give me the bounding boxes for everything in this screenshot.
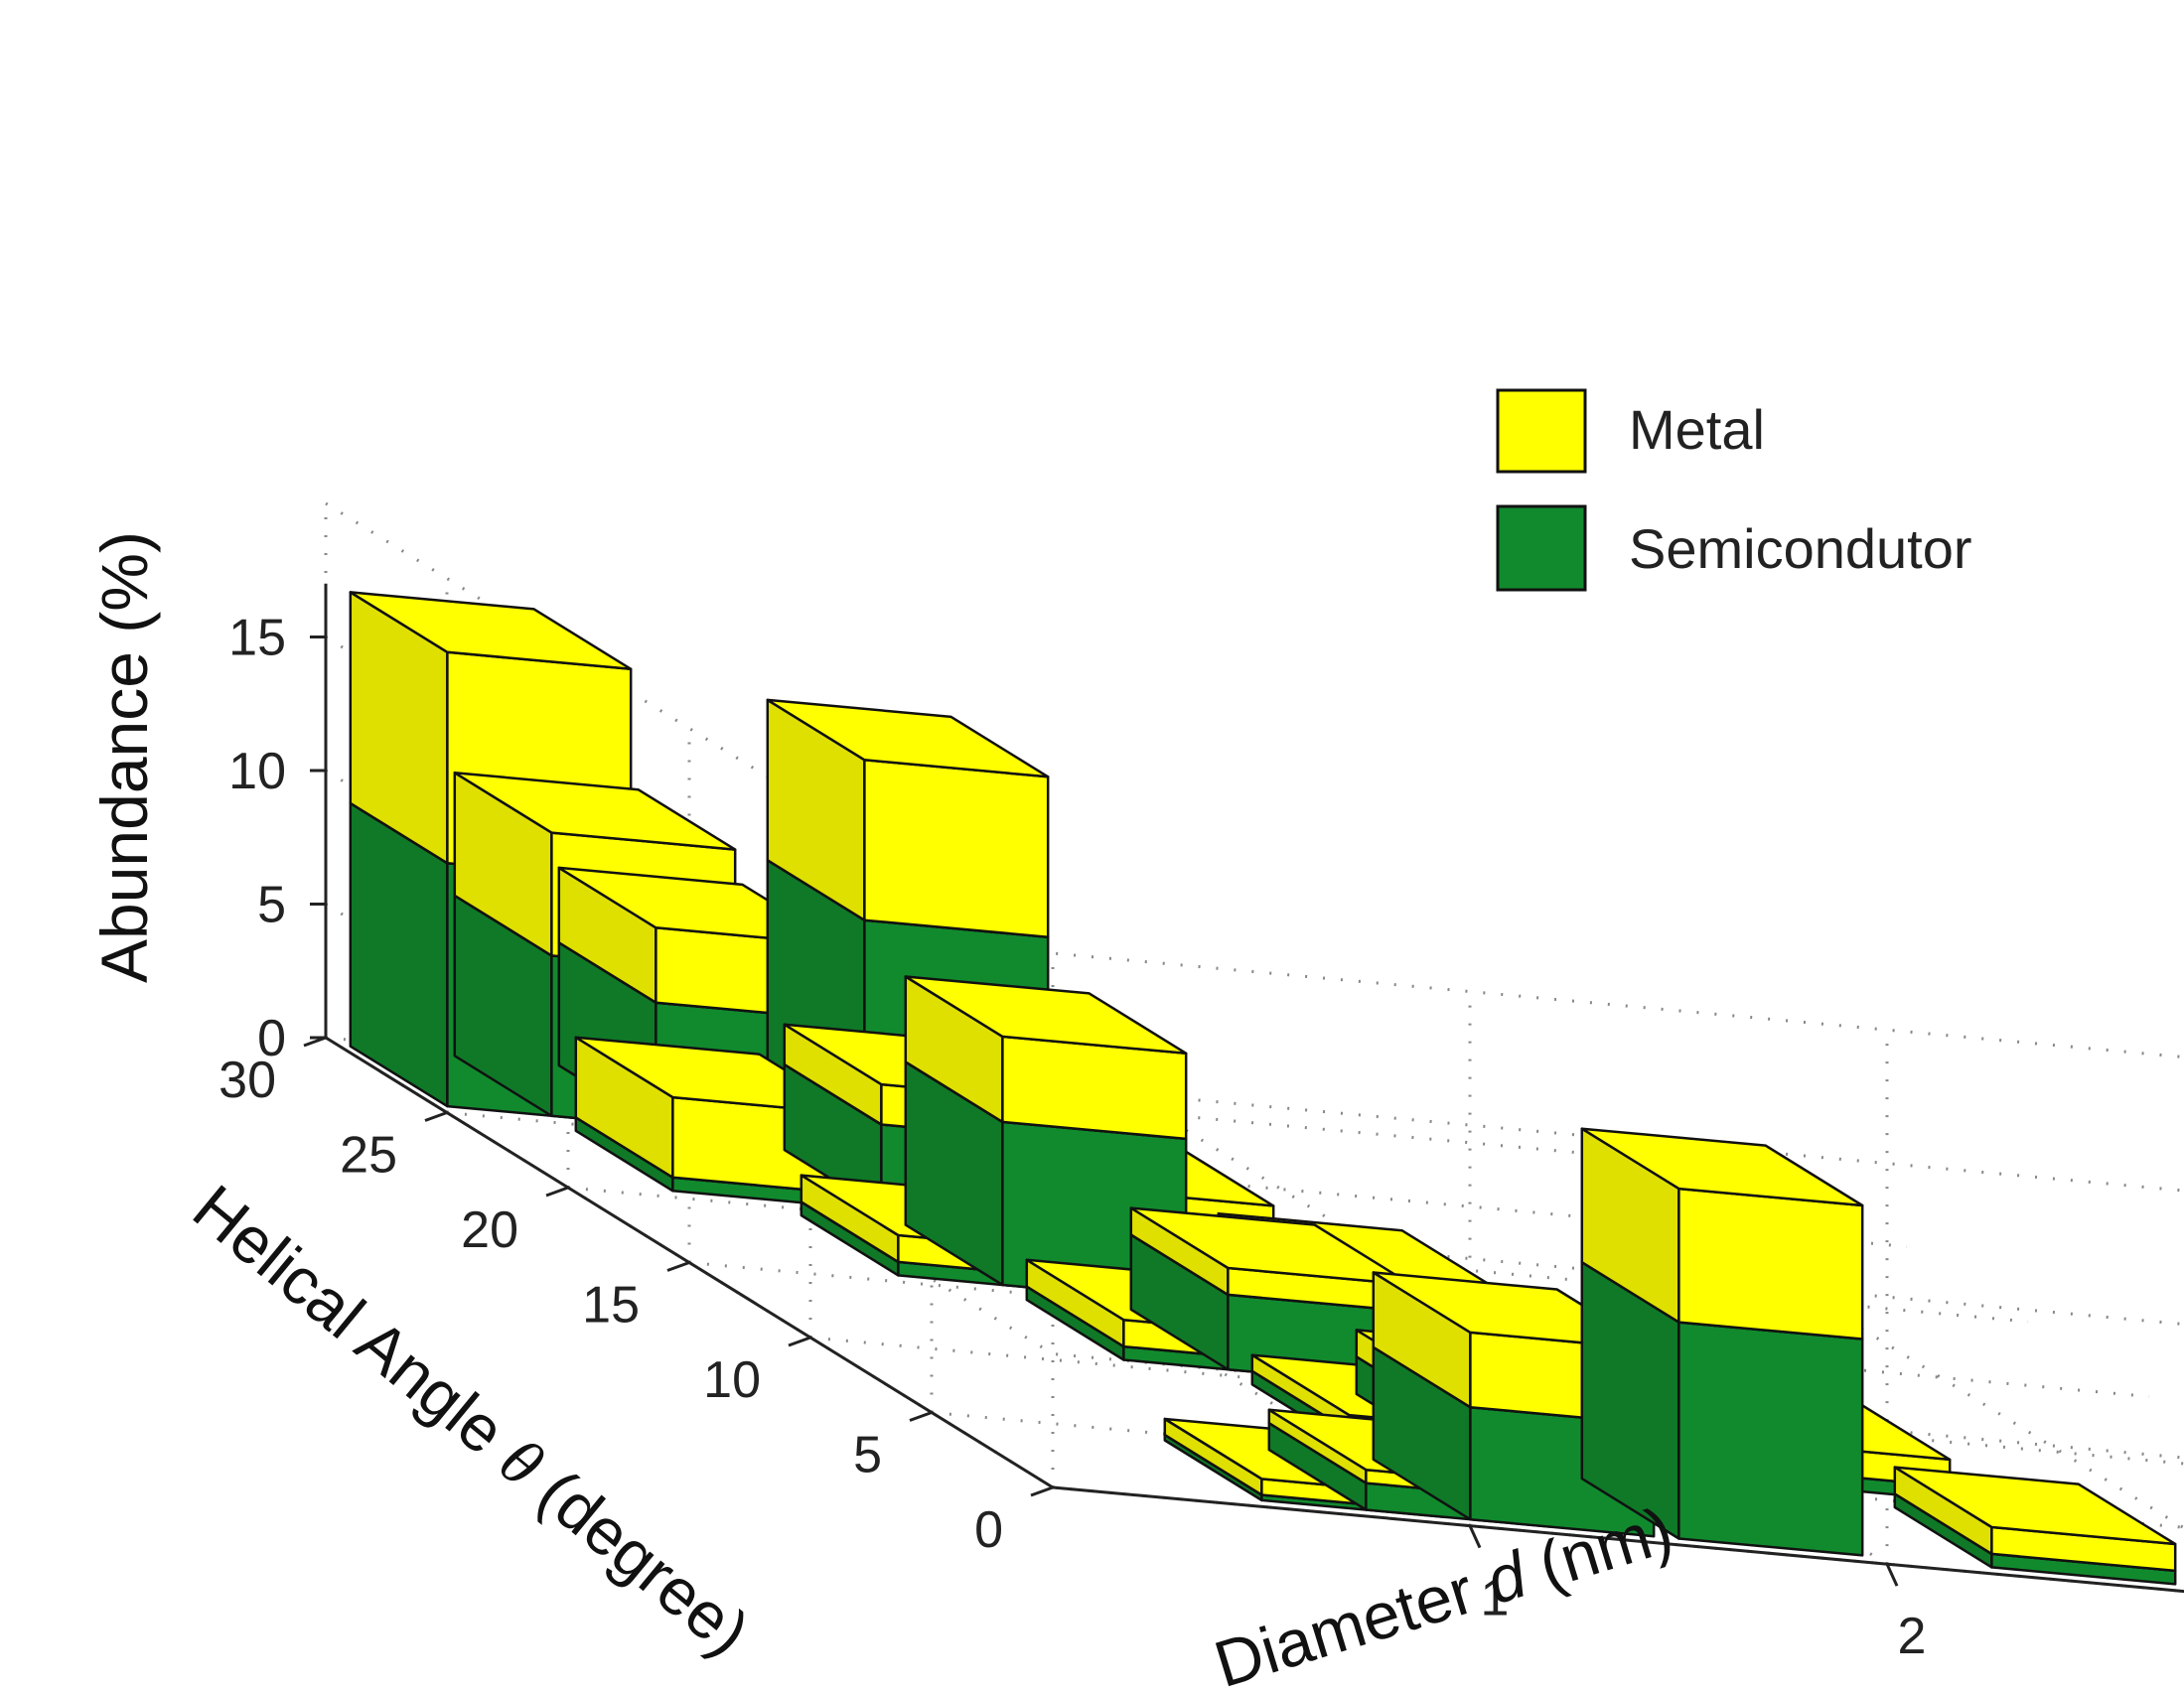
bar-20-metal-top-face xyxy=(1893,1466,2177,1546)
z-axis-title: Abundance (%) xyxy=(87,531,161,983)
bar-5-metal-top-face xyxy=(1580,1127,1864,1207)
angle-tick-5 xyxy=(424,1111,448,1122)
y-axis-title-suffix: (degree) xyxy=(511,1444,764,1669)
angle-tick-4 xyxy=(545,1186,569,1198)
angle-tick-0 xyxy=(1030,1485,1054,1497)
bar-20 xyxy=(1893,1466,2177,1586)
diameter-tick-label-0: 1 xyxy=(1481,1570,1510,1627)
legend-swatch-metal xyxy=(1496,388,1587,474)
legend-label-metal: Metal xyxy=(1629,398,1765,461)
bar-15-metal-front-face xyxy=(863,759,1050,938)
diameter-tick-0 xyxy=(1468,1524,1482,1549)
angle-tick-3 xyxy=(666,1261,690,1272)
angle-tick-label-5: 25 xyxy=(340,1127,397,1185)
bar-5 xyxy=(1580,1127,1864,1557)
angle-tick-label-1: 5 xyxy=(853,1427,882,1484)
angle-tick-label-4: 20 xyxy=(461,1201,518,1259)
bar-7-metal-top-face xyxy=(904,975,1188,1056)
bar-15-metal-top-face xyxy=(766,698,1050,778)
angle-tick-1 xyxy=(909,1411,933,1422)
labels-layer: 051015051015202530123 xyxy=(218,610,1927,1666)
bar-10-metal-top-face xyxy=(453,771,737,851)
diameter-tick-label-1: 2 xyxy=(1898,1608,1927,1665)
z-tick-label-2: 10 xyxy=(228,743,286,800)
bars-layer xyxy=(349,591,2177,1586)
angle-tick-label-0: 0 xyxy=(974,1501,1003,1559)
legend-swatch-semiconductor xyxy=(1496,504,1587,592)
angle-tick-6 xyxy=(303,1036,327,1048)
bar-5-semiconductor-front-face xyxy=(1677,1321,1864,1557)
diameter-tick-1 xyxy=(1885,1563,1899,1587)
legend: Metal Semicondutor xyxy=(1496,388,1972,592)
z-tick-label-3: 15 xyxy=(228,610,286,667)
bar-7 xyxy=(904,975,1188,1304)
angle-tick-label-2: 10 xyxy=(703,1351,761,1409)
legend-label-semiconductor: Semicondutor xyxy=(1629,517,1972,580)
x-axis-title-prefix: Diameter xyxy=(1206,1548,1499,1692)
angle-tick-2 xyxy=(788,1336,811,1347)
z-tick-label-0: 0 xyxy=(257,1010,286,1067)
z-tick-label-1: 5 xyxy=(257,877,286,934)
angle-tick-label-3: 15 xyxy=(582,1277,640,1335)
bar-5-metal-front-face xyxy=(1677,1187,1864,1340)
bar-11-metal-top-face xyxy=(349,591,633,671)
x-axis-line xyxy=(1052,1485,2184,1594)
axis-layer xyxy=(303,583,2184,1594)
angle-tick-label-6: 30 xyxy=(218,1052,276,1109)
